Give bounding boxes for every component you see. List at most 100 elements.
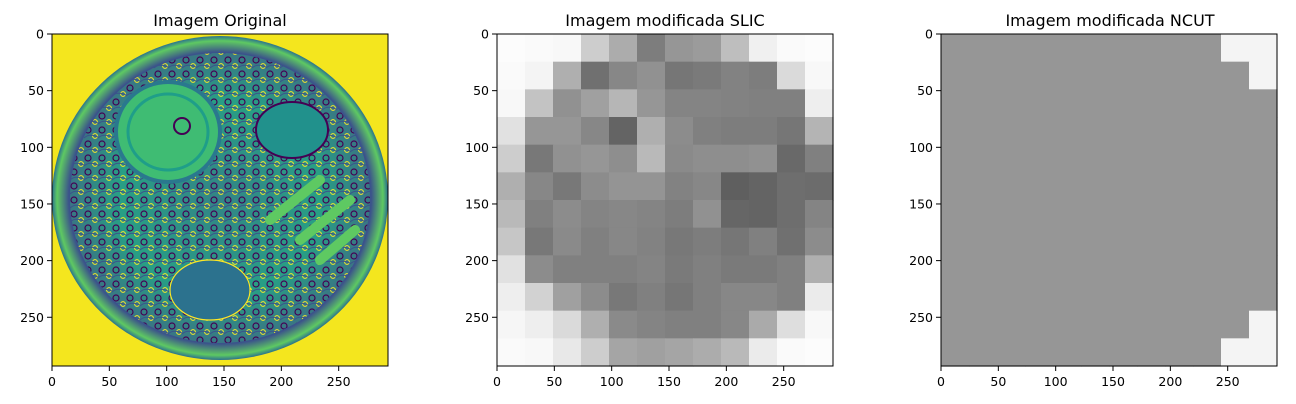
heatmap-cell	[1193, 117, 1222, 146]
heatmap-cell	[609, 338, 638, 367]
heatmap-cell	[1025, 200, 1054, 229]
heatmap-cell	[997, 144, 1026, 173]
heatmap-cell	[721, 89, 750, 118]
heatmap-cell	[941, 227, 970, 256]
heatmap-cell	[1137, 34, 1166, 63]
axes-frame	[51, 33, 389, 367]
heatmap-cell	[497, 338, 526, 367]
heatmap-cell	[525, 227, 554, 256]
heatmap-cell	[553, 117, 582, 146]
heatmap-cell	[1025, 227, 1054, 256]
heatmap-cell	[609, 34, 638, 63]
heatmap-cell	[721, 117, 750, 146]
heatmap-cell	[721, 144, 750, 173]
ncut-image	[941, 34, 1278, 367]
heatmap-cell	[997, 200, 1026, 229]
heatmap-cell	[1221, 117, 1250, 146]
heatmap-cell	[749, 61, 778, 90]
y-tick-label: 100	[20, 140, 44, 155]
heatmap-cell	[1109, 283, 1138, 312]
heatmap-cell	[1221, 34, 1250, 63]
heatmap-cell	[1137, 255, 1166, 284]
heatmap-cell	[1249, 61, 1278, 90]
heatmap-cell	[609, 310, 638, 339]
heatmap-cell	[721, 338, 750, 367]
heatmap-cell	[665, 310, 694, 339]
heatmap-cell	[1081, 227, 1110, 256]
heatmap-cell	[969, 89, 998, 118]
heatmap-cell	[805, 200, 834, 229]
heatmap-cell	[1221, 283, 1250, 312]
heatmap-cell	[693, 200, 722, 229]
heatmap-cell	[721, 34, 750, 63]
heatmap-cell	[1193, 200, 1222, 229]
heatmap-cell	[693, 34, 722, 63]
heatmap-cell	[1165, 200, 1194, 229]
heatmap-cell	[1109, 117, 1138, 146]
heatmap-cell	[693, 338, 722, 367]
heatmap-cell	[637, 255, 666, 284]
axes-ticks: 0 50 100 150 200 250 0 50 100 150 200 250	[909, 27, 1240, 390]
heatmap-cell	[665, 117, 694, 146]
heatmap-cell	[497, 117, 526, 146]
heatmap-cell	[693, 227, 722, 256]
heatmap-cell	[721, 172, 750, 201]
heatmap-cell	[497, 310, 526, 339]
heatmap-cell	[1249, 172, 1278, 201]
heatmap-cell	[637, 117, 666, 146]
heatmap-cell	[525, 144, 554, 173]
heatmap-cell	[721, 200, 750, 229]
heatmap-cell	[969, 117, 998, 146]
heatmap-cell	[665, 89, 694, 118]
heatmap-cell	[1193, 89, 1222, 118]
axes-ticks: 0 50 100 150 200 250 0 50 100 150 200 250	[465, 27, 796, 390]
heatmap-cell	[1221, 338, 1250, 367]
heatmap-cell	[1081, 89, 1110, 118]
y-tick-label: 0	[481, 27, 489, 42]
heatmap-cell	[969, 172, 998, 201]
heatmap-cell	[525, 34, 554, 63]
heatmap-cell	[1137, 172, 1166, 201]
heatmap-cell	[777, 144, 806, 173]
x-tick-label: 150	[1101, 374, 1125, 389]
heatmap-cell	[1109, 338, 1138, 367]
heatmap-cell	[721, 255, 750, 284]
heatmap-cell	[581, 338, 610, 367]
heatmap-cell	[969, 338, 998, 367]
heatmap-cell	[941, 144, 970, 173]
heatmap-cell	[997, 338, 1026, 367]
y-tick-label: 200	[20, 253, 44, 268]
heatmap-cell	[941, 283, 970, 312]
heatmap-cell	[777, 338, 806, 367]
heatmap-cell	[1025, 61, 1054, 90]
food-piece	[255, 101, 329, 159]
x-tick-label: 0	[48, 374, 56, 389]
heatmap-cell	[805, 338, 834, 367]
heatmap-cell	[581, 283, 610, 312]
heatmap-cell	[941, 310, 970, 339]
heatmap-cell	[1193, 283, 1222, 312]
heatmap-cell	[777, 255, 806, 284]
heatmap-cell	[997, 283, 1026, 312]
heatmap-cell	[1109, 310, 1138, 339]
axes-ticks: 0 50 100 150 200 250 0 50 100 150 200 250	[20, 27, 351, 390]
heatmap-cell	[637, 338, 666, 367]
heatmap-cell	[637, 283, 666, 312]
heatmap-cell	[1221, 227, 1250, 256]
heatmap-cell	[749, 255, 778, 284]
heatmap-cell	[1053, 200, 1082, 229]
heatmap-cell	[777, 227, 806, 256]
heatmap-cell	[1249, 34, 1278, 63]
heatmap-cell	[1025, 117, 1054, 146]
heatmap-cell	[997, 117, 1026, 146]
heatmap-cell	[1025, 283, 1054, 312]
heatmap-cell	[637, 200, 666, 229]
heatmap-cell	[553, 227, 582, 256]
heatmap-cell	[1081, 310, 1110, 339]
heatmap-cell	[609, 227, 638, 256]
heatmap-cell	[1249, 310, 1278, 339]
heatmap-cell	[525, 310, 554, 339]
heatmap-cell	[497, 172, 526, 201]
heatmap-cell	[1165, 117, 1194, 146]
heatmap-cell	[1137, 89, 1166, 118]
